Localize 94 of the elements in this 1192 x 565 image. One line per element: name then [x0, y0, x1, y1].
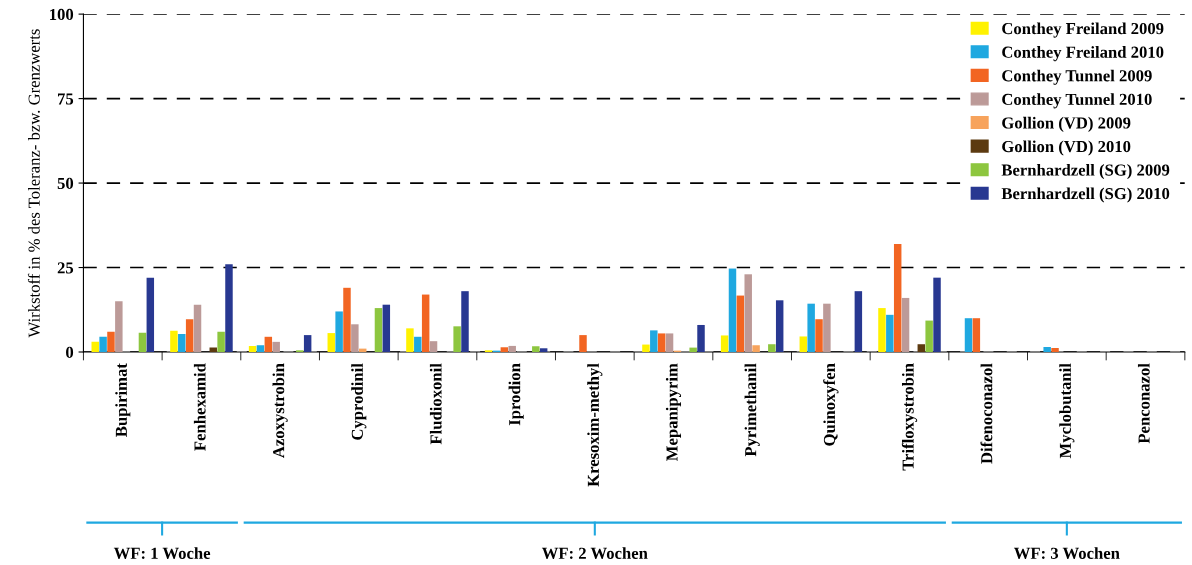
bar: [193, 304, 202, 352]
x-tick-label: Trifloxystrobin: [901, 363, 918, 471]
bar: [374, 308, 383, 352]
bar: [1043, 346, 1051, 352]
x-tick-label: Cyprodinil: [351, 363, 367, 440]
x-tick-label: Mepanipyrim: [665, 363, 682, 461]
bar: [768, 344, 776, 352]
bar: [1051, 347, 1059, 352]
text: WF: 1 Woche: [113, 547, 211, 559]
text: WF: 3 Wochen: [1013, 547, 1120, 559]
y-tick-label: 100: [50, 8, 74, 21]
bar: [453, 326, 461, 352]
bar: [657, 333, 666, 352]
bar: [752, 345, 760, 352]
bar: [964, 318, 973, 352]
y-tick-label: 25: [57, 262, 74, 274]
bar: [893, 243, 902, 352]
legend-label: Bernhardzell (SG) 2010: [1001, 187, 1170, 203]
bar: [217, 331, 225, 352]
bar: [99, 336, 107, 352]
bar: [736, 295, 745, 352]
bar: [815, 319, 823, 352]
x-tick-label: Penconazol: [1137, 363, 1150, 444]
legend-label: Conthey Tunnel 2010: [1002, 93, 1152, 109]
bar: [351, 324, 359, 352]
bar: [689, 347, 697, 352]
bar: [901, 297, 910, 352]
bar: [264, 336, 273, 352]
legend-label: Conthey Tunnel 2009: [1002, 69, 1152, 85]
bar: [539, 348, 548, 352]
x-tick-label: Quinoxyfen: [823, 363, 839, 446]
x-tick-label: Bupirimat: [115, 363, 131, 437]
bar: [303, 335, 312, 352]
bar: [933, 277, 941, 352]
bar: [272, 341, 280, 352]
x-tick-label: Difenoconazol: [980, 363, 993, 464]
bar: [925, 320, 933, 352]
x-tick-label: Azoxystrobin: [272, 363, 288, 459]
x-tick-label: Myclobutanil: [1059, 363, 1075, 459]
bar: [185, 319, 194, 352]
bar: [178, 334, 186, 352]
x-tick-label: Fludioxonil: [429, 363, 442, 445]
bar: [421, 294, 430, 352]
x-tick-label: Kresoxim-methyl: [587, 363, 603, 487]
bar: [406, 328, 414, 352]
text: WF: 2 Wochen: [541, 547, 648, 559]
bar: [429, 341, 438, 352]
bar: [878, 308, 886, 352]
bar: [697, 324, 705, 352]
bar: [382, 304, 391, 352]
legend-label: Gollion (VD) 2009: [1002, 116, 1131, 132]
x-tick-label: Fenhexamid: [193, 363, 206, 451]
legend-label: Bernhardzell (SG) 2009: [1001, 163, 1170, 180]
bar: [917, 344, 926, 352]
y-tick-label: 50: [57, 177, 74, 190]
legend-label: Gollion (VD) 2010: [1002, 140, 1131, 156]
bar: [248, 345, 257, 352]
bar: [461, 291, 469, 352]
bar: [107, 331, 115, 352]
bar: [854, 291, 863, 352]
bar: [728, 268, 737, 352]
bar: [170, 330, 178, 352]
bar: [807, 303, 815, 352]
bar: [335, 311, 343, 352]
bar: [650, 330, 658, 352]
bar: [343, 287, 351, 352]
bar: [744, 274, 752, 352]
bar: [972, 318, 981, 352]
bar: [500, 347, 509, 352]
bar: [256, 345, 265, 352]
bar: [414, 336, 422, 352]
bar: [327, 333, 335, 352]
x-tick-label: Iprodion: [508, 363, 524, 426]
bar: [823, 303, 831, 352]
bar: [532, 346, 540, 352]
bar: [508, 345, 516, 352]
y-tick-label: 0: [66, 346, 74, 358]
bar: [886, 314, 894, 352]
y-axis-title: Wirkstoff in % des Toleranz- bzw. Grenzwerts: [27, 29, 40, 338]
bar: [799, 336, 808, 352]
bar: [138, 332, 147, 352]
bar: [115, 301, 123, 352]
y-tick-label: 75: [58, 93, 74, 105]
bar: [579, 335, 587, 352]
bar: [665, 333, 674, 352]
bar: [91, 341, 99, 352]
bar: [642, 344, 650, 352]
x-tick-label: Pyrimethanil: [744, 363, 760, 457]
bar: [720, 335, 729, 352]
legend-label: Conthey Freiland 2009: [1002, 22, 1164, 38]
legend-label: Conthey Freiland 2010: [1002, 46, 1164, 62]
bar: [146, 277, 155, 352]
bar: [225, 264, 233, 352]
bar: [775, 300, 784, 352]
